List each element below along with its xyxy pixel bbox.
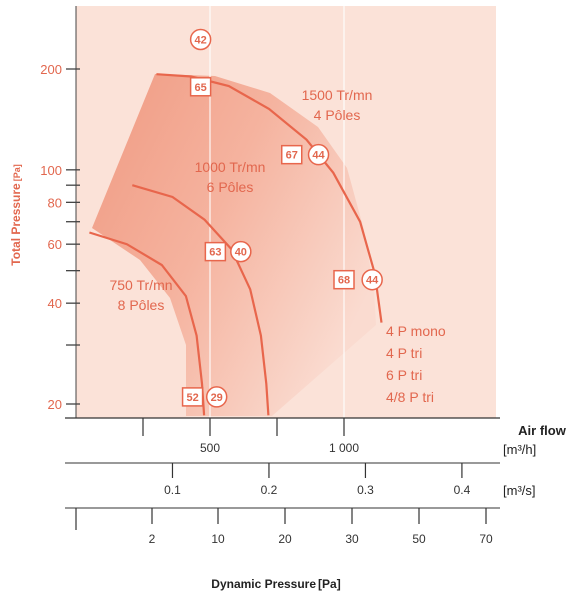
badge-text-0: 42 — [194, 34, 206, 46]
badge-text-5: 40 — [235, 247, 247, 259]
badge-square-1 — [189, 77, 212, 97]
badge-square-2 — [280, 144, 303, 165]
airflow-m3s-tick-label-2: 0.3 — [357, 483, 374, 497]
badge-text-7: 44 — [366, 275, 379, 287]
dyn-tick-label-2: 20 — [278, 532, 292, 546]
y-tick-label-40: 40 — [48, 296, 62, 311]
dyn-tick-label-1: 10 — [211, 532, 225, 546]
airflow-m3h-unit: [m³/h] — [503, 442, 536, 457]
dyn-tick-label-0: 2 — [149, 532, 156, 546]
motor-type-2: 6 P tri — [386, 367, 422, 383]
airflow-m3h-tick-label-1: 1 000 — [329, 441, 359, 455]
curve-label-0-1: 4 Pôles — [314, 107, 361, 123]
airflow-m3s-tick-label-0: 0.1 — [164, 483, 181, 497]
dynamic-pressure-title-text: Dynamic Pressure — [211, 577, 316, 591]
airflow-m3s-tick-label-3: 0.4 — [454, 483, 471, 497]
y-tick-label-100: 100 — [40, 163, 62, 178]
curve-label-1-1: 6 Pôles — [207, 179, 254, 195]
bottom-axes: 500 1 000 Air flow [m³/h] 0.1 0.2 0.3 0.4 [m³/s]… — [65, 417, 567, 591]
y-tick-label-20: 20 — [48, 397, 62, 412]
badge-text-6: 68 — [338, 275, 350, 287]
badge-text-4: 63 — [209, 247, 221, 259]
badge-text-1: 65 — [194, 82, 206, 94]
dyn-tick-label-5: 70 — [479, 532, 493, 546]
curve-label-0-0: 1500 Tr/mn — [302, 87, 373, 103]
airflow-m3s-tick-label-1: 0.2 — [261, 483, 278, 497]
motor-type-1: 4 P tri — [386, 345, 422, 361]
y-axis-title: Total Pressure [Pa] — [9, 164, 23, 266]
badge-square-6 — [333, 269, 355, 290]
badge-circle-5 — [230, 240, 252, 263]
badge-circle-3 — [307, 143, 330, 166]
dyn-tick-label-3: 30 — [345, 532, 359, 546]
badge-text-9: 29 — [211, 392, 223, 404]
airflow-m3h-tick-label-0: 500 — [200, 441, 220, 455]
airflow-title: Air flow — [518, 423, 567, 438]
y-tick-label-80: 80 — [48, 195, 62, 210]
badge-text-8: 52 — [186, 392, 198, 404]
badge-text-3: 44 — [312, 150, 325, 162]
y-tick-label-60: 60 — [48, 237, 62, 252]
plot-area: 20 40 60 80 100 200 Total Pressure [Pa] 1500 Tr/… — [9, 6, 496, 418]
curve-2 — [89, 231, 206, 416]
badge-square-4 — [204, 241, 227, 262]
dynamic-pressure-title: Dynamic Pressure [Pa] — [211, 577, 340, 591]
badge-circle-0 — [189, 28, 212, 51]
dynamic-pressure-title-unit: [Pa] — [318, 577, 341, 591]
curve-label-2-1: 8 Pôles — [118, 297, 165, 313]
curve-label-2-0: 750 Tr/mn — [109, 277, 172, 293]
badge-text-2: 67 — [286, 150, 298, 162]
y-axis-title-unit: [Pa] — [12, 164, 22, 181]
curve-1 — [131, 184, 270, 416]
curve-label-1-0: 1000 Tr/mn — [195, 159, 266, 175]
y-tick-label-200: 200 — [40, 62, 62, 77]
motor-type-0: 4 P mono — [386, 323, 446, 339]
motor-type-3: 4/8 P tri — [386, 389, 434, 405]
badge-circle-7 — [361, 268, 383, 291]
badge-circle-9 — [205, 386, 228, 408]
y-axis-title-text: Total Pressure — [9, 183, 23, 266]
badge-square-8 — [181, 387, 204, 407]
dyn-tick-label-4: 50 — [412, 532, 426, 546]
airflow-m3s-unit: [m³/s] — [503, 483, 536, 498]
